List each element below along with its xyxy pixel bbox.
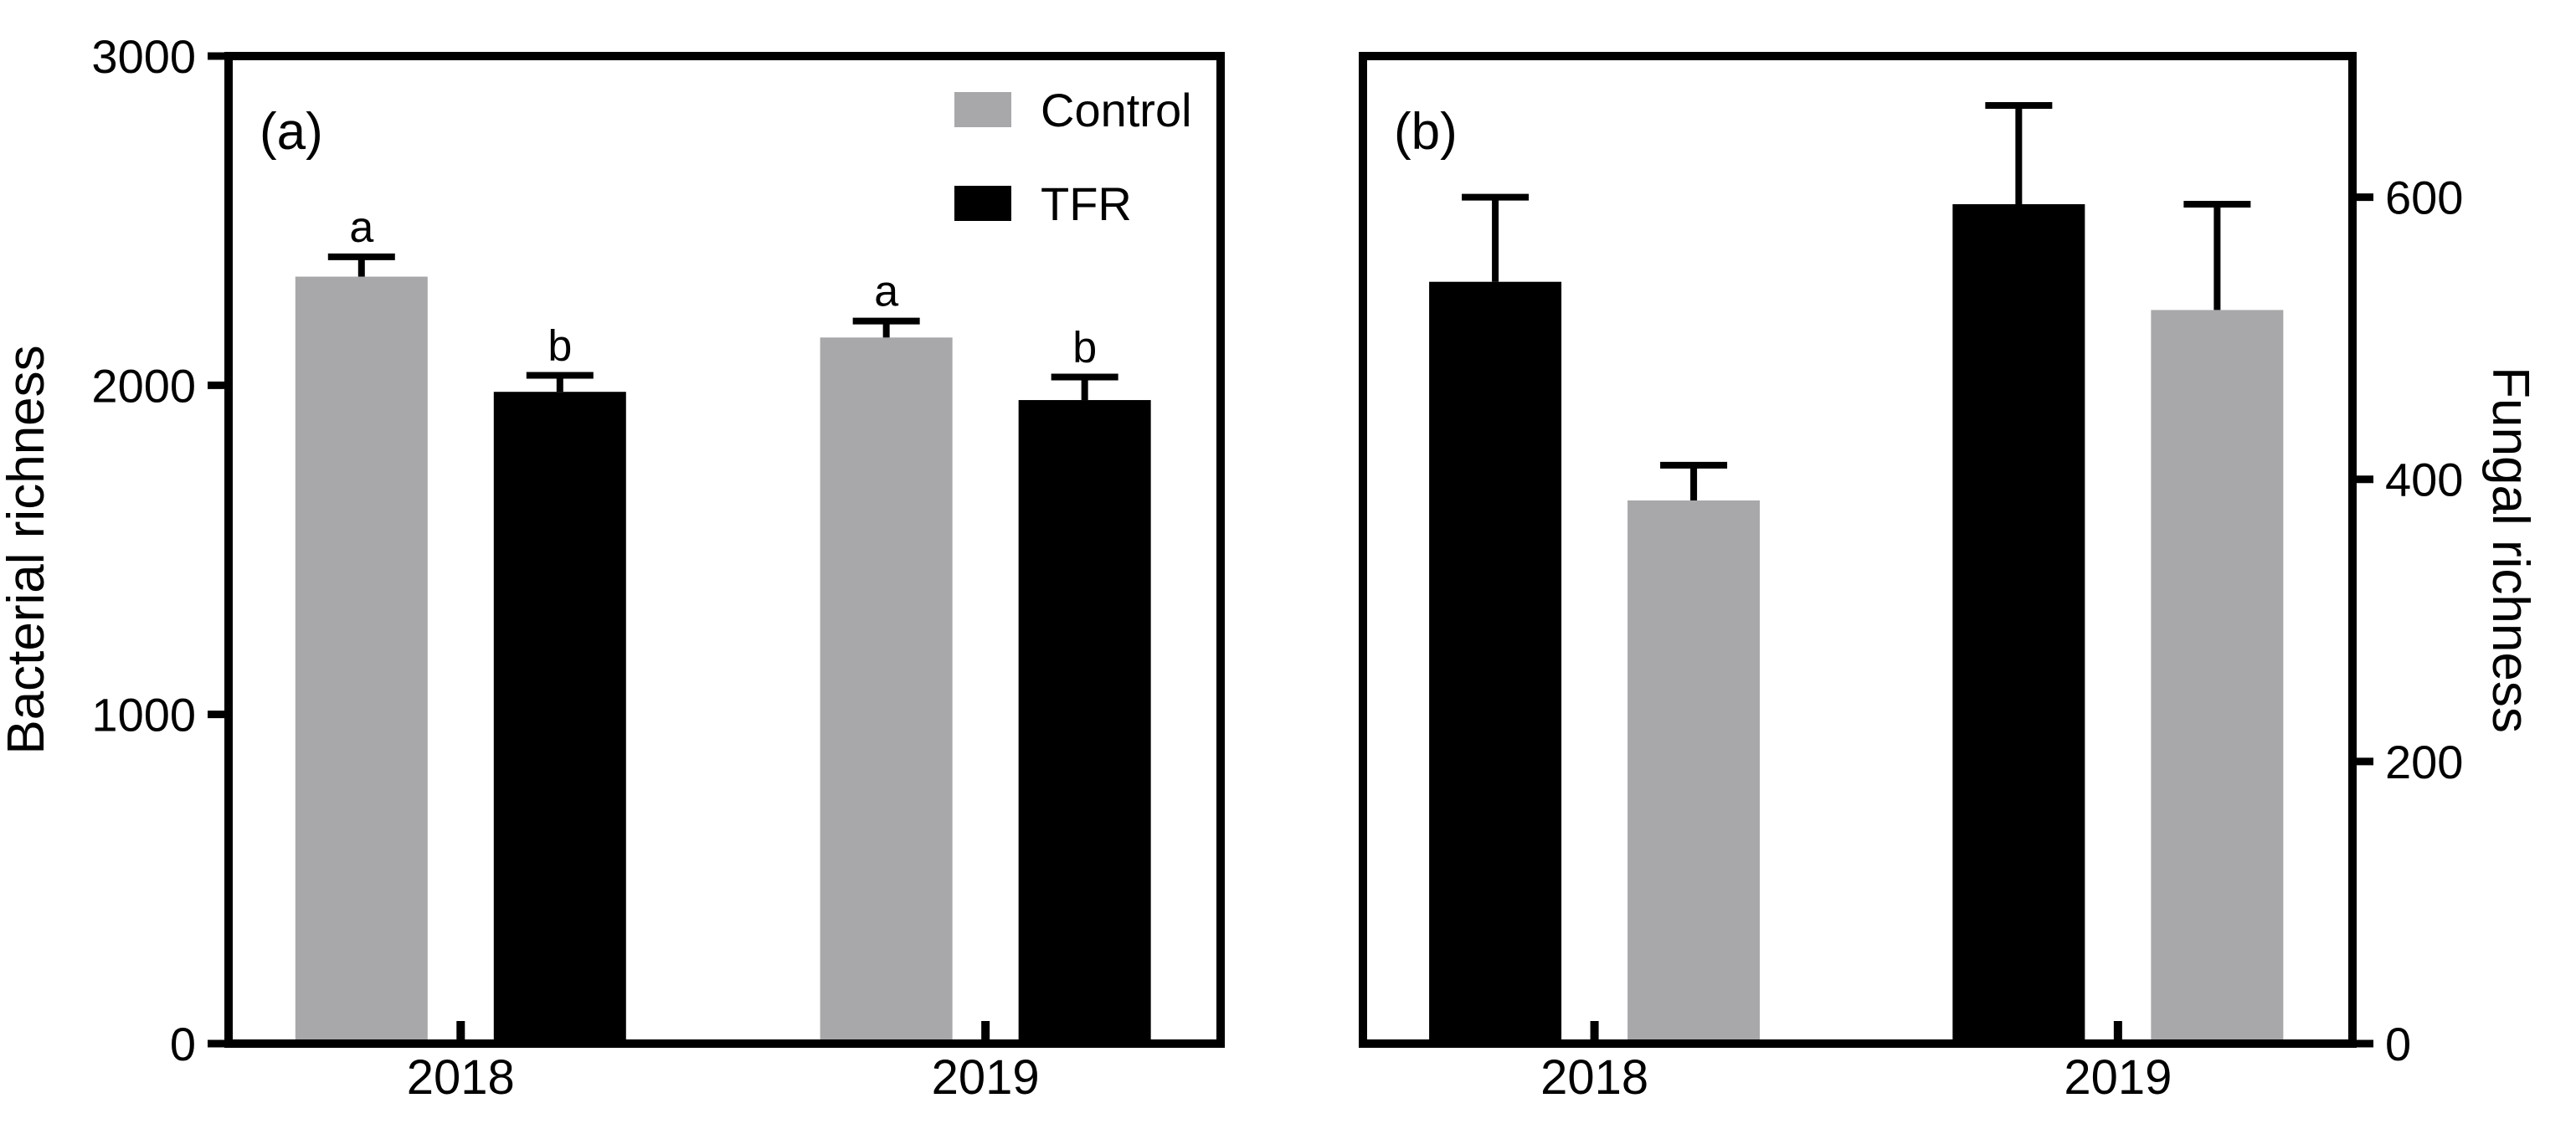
- legend-swatch-control: [954, 92, 1011, 127]
- y-axis-tick-label: 0: [170, 1018, 196, 1070]
- y-axis-tick-label: 3000: [91, 30, 196, 83]
- y-axis-tick-label: 0: [2385, 1018, 2411, 1070]
- y-axis-tick-label: 2000: [91, 359, 196, 412]
- bar-a-2019-TFR: [1018, 400, 1151, 1044]
- legend-swatch-tfr: [954, 186, 1011, 221]
- significance-letter: b: [1072, 324, 1097, 372]
- y-axis-tick-label: 400: [2385, 454, 2463, 506]
- y-axis-tick-label: 200: [2385, 736, 2463, 788]
- x-axis-category-label: 2019: [2064, 1050, 2172, 1105]
- plot-box: [224, 52, 1225, 1048]
- y-axis-title: Bacterial richness: [0, 345, 55, 754]
- y-axis-tick-label: 600: [2385, 172, 2463, 224]
- significance-letter: b: [548, 322, 572, 371]
- bar-b-2019-Control: [2151, 310, 2284, 1044]
- x-axis-category-label: 2019: [932, 1050, 1040, 1105]
- panel-label: (b): [1394, 103, 1458, 161]
- bar-b-2018-Control: [1627, 500, 1761, 1044]
- bar-b-2018-TFR: [1429, 281, 1562, 1044]
- significance-letter: a: [349, 203, 373, 252]
- x-axis-category-label: 2018: [1540, 1050, 1648, 1105]
- bar-b-2019-TFR: [1952, 204, 2085, 1044]
- legend-label-control: Control: [1041, 84, 1192, 136]
- y-axis-title: Fungal richness: [2481, 367, 2539, 733]
- bar-a-2019-Control: [820, 337, 953, 1044]
- plot-box: [1359, 52, 2357, 1048]
- panel-label: (a): [260, 103, 323, 161]
- significance-letter: a: [874, 268, 898, 316]
- x-axis-category-label: 2018: [407, 1050, 515, 1105]
- y-axis-tick-label: 1000: [91, 689, 196, 741]
- bar-a-2018-Control: [295, 276, 428, 1044]
- legend-label-tfr: TFR: [1041, 177, 1132, 230]
- bar-a-2018-TFR: [493, 392, 626, 1044]
